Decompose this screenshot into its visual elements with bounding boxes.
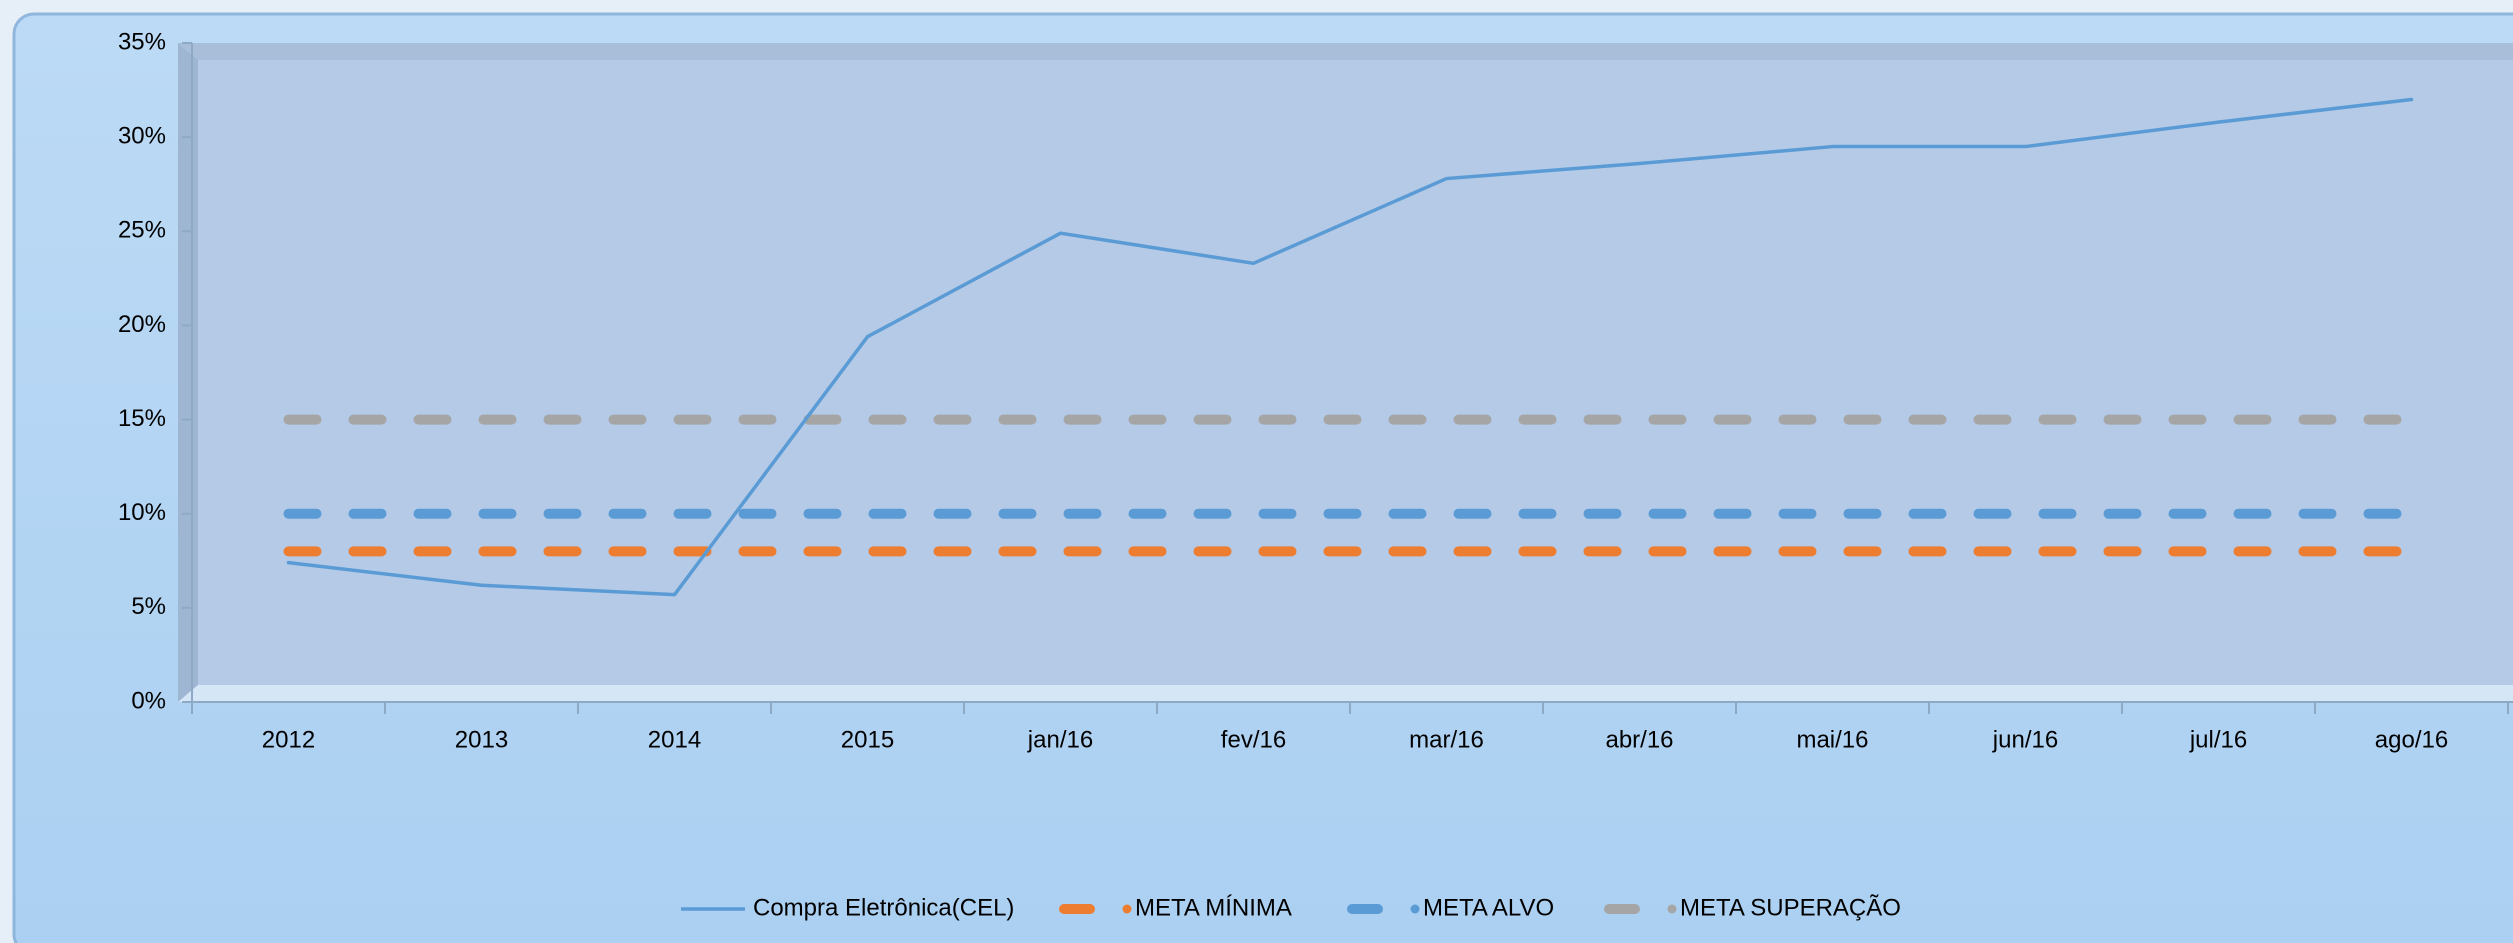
y-tick-label: 0%: [131, 687, 166, 714]
x-tick-label: 2014: [648, 726, 701, 753]
legend-label: Compra Eletrônica(CEL): [753, 894, 1014, 921]
y-tick-label: 30%: [118, 122, 166, 149]
floor: [178, 685, 2513, 702]
legend: Compra Eletrônica(CEL) META MÍNIMA META AL…: [681, 894, 1901, 921]
legend-label: META SUPERAÇÃO: [1680, 894, 1901, 921]
x-tick-label: mar/16: [1409, 726, 1484, 753]
x-tick-label: ago/16: [2375, 726, 2448, 753]
y-tick-label: 25%: [118, 217, 166, 244]
x-tick-label: fev/16: [1221, 726, 1286, 753]
legend-label: META MÍNIMA: [1135, 894, 1292, 921]
x-tick-label: 2012: [262, 726, 315, 753]
y-tick-label: 5%: [131, 593, 166, 620]
y-tick-label: 15%: [118, 405, 166, 432]
x-tick-label: jan/16: [1027, 726, 1093, 753]
x-tick-label: jun/16: [1992, 726, 2058, 753]
x-tick-label: 2015: [841, 726, 894, 753]
back-wall-top: [178, 43, 2513, 60]
side-wall: [178, 43, 198, 702]
y-tick-label: 10%: [118, 499, 166, 526]
x-tick-label: 2013: [455, 726, 508, 753]
y-tick-label: 20%: [118, 311, 166, 338]
legend-label: META ALVO: [1423, 894, 1554, 921]
y-tick-label: 35%: [118, 28, 166, 55]
x-tick-label: mai/16: [1796, 726, 1868, 753]
plot-area: [198, 60, 2513, 685]
series-line: [286, 97, 2414, 597]
x-tick-label: jul/16: [2189, 726, 2247, 753]
x-tick-label: abr/16: [1605, 726, 1673, 753]
